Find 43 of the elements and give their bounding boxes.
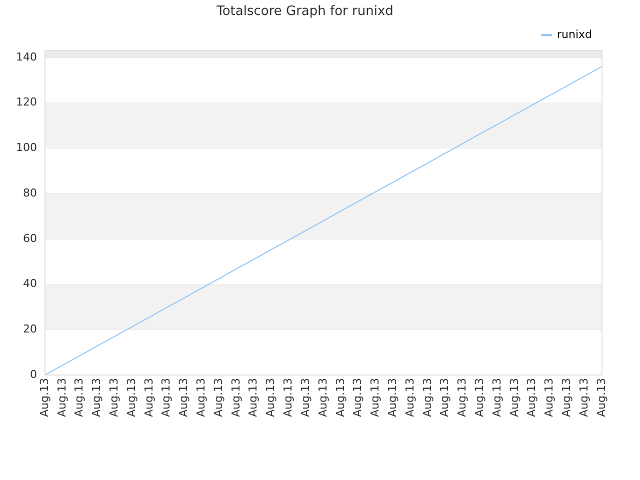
x-tick-label: Aug.13 [177,378,190,418]
x-tick-label: Aug.13 [194,378,208,418]
y-tick-label: 0 [30,368,37,381]
x-tick-label: Aug.13 [282,378,295,418]
chart-title: Totalscore Graph for runixd [216,4,394,20]
x-tick-label: Aug.13 [264,378,278,418]
x-tick-label: Aug.13 [577,378,590,418]
x-tick-label: Aug.13 [456,378,469,418]
x-tick-label: Aug.13 [107,378,120,418]
x-tick-label: Aug.13 [525,378,538,418]
x-tick-label: Aug.13 [368,378,382,418]
y-tick-label: 60 [22,232,37,245]
x-tick-label: Aug.13 [246,378,260,418]
y-tick-label: 100 [16,141,37,154]
x-tick-label: Aug.13 [420,378,434,418]
x-tick-label: Aug.13 [55,378,68,418]
x-tick-label: Aug.13 [229,378,242,418]
y-tick-label: 120 [16,96,37,109]
legend-label: runixd [556,28,592,41]
x-tick-label: Aug.13 [334,378,347,418]
x-tick-label: Aug.13 [473,378,486,418]
x-tick-label: Aug.13 [72,378,86,418]
x-tick-label: Aug.13 [38,378,51,418]
x-tick-label: Aug.13 [542,378,556,418]
x-tick-label: Aug.13 [124,378,138,418]
x-tick-label: Aug.13 [403,378,416,418]
x-tick-label: Aug.13 [351,378,364,418]
x-tick-label: Aug.13 [560,378,574,418]
x-tick-label: Aug.13 [212,378,225,418]
x-tick-label: Aug.13 [142,378,156,418]
x-tick-label: Aug.13 [386,378,399,418]
y-tick-label: 40 [22,277,37,290]
y-tick-label: 80 [22,186,37,200]
x-tick-label: Aug.13 [594,378,608,418]
y-tick-label: 140 [16,50,37,64]
x-tick-label: Aug.13 [438,378,452,418]
x-tick-label: Aug.13 [160,378,173,418]
x-tick-label: Aug.13 [298,378,312,418]
x-tick-label: Aug.13 [508,378,521,418]
y-tick-label: 20 [22,322,37,336]
x-tick-label: Aug.13 [316,378,330,418]
x-tick-label: Aug.13 [90,378,104,418]
x-tick-label: Aug.13 [490,378,504,418]
